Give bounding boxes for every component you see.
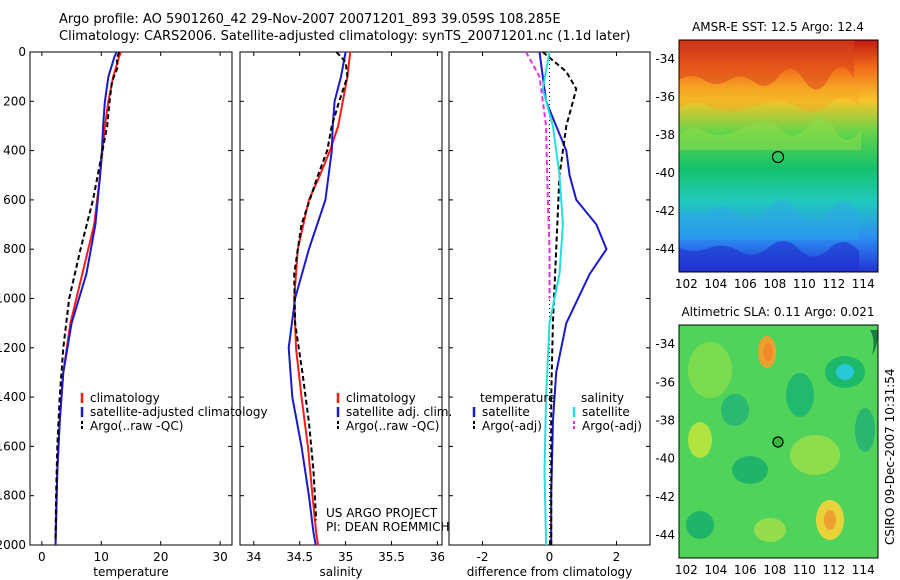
temperature-xtick-label: 30 — [212, 550, 227, 564]
legend-label-satellite: satellite adj. clim. — [346, 405, 452, 419]
sla-map-frame — [678, 324, 879, 559]
difference-xtick-label: 2 — [613, 550, 621, 564]
temperature-ytick-label: 1600 — [0, 439, 26, 453]
sla-map — [679, 325, 878, 558]
timestamp-label: CSIRO 09-Dec-2007 10:31:54 — [883, 368, 897, 545]
sst-map-ytick-label: -36 — [655, 90, 675, 104]
legend-label-satellite: satellite-adjusted climatology — [90, 405, 268, 419]
salinity-xlabel: salinity — [319, 565, 362, 579]
sst-map-ytick-label: -40 — [655, 166, 675, 180]
legend-header-temperature: temperature — [480, 391, 555, 405]
temperature-series-satellite-adjusted-climatology — [54, 51, 118, 546]
salinity-xtick-label: 36 — [430, 550, 445, 564]
legend-label-argo: Argo(..raw -QC) — [346, 419, 439, 433]
temperature-ytick-label: 1800 — [0, 489, 26, 503]
sla-map-ytick-label: -44 — [655, 528, 675, 542]
sst-map-xtick-label: 106 — [734, 277, 757, 291]
temperature-ytick-label: 1000 — [0, 292, 26, 306]
salinity-xtick-label: 34.5 — [286, 550, 313, 564]
sla-map-xtick-label: 114 — [852, 563, 875, 577]
temperature-ytick-label: 200 — [3, 94, 26, 108]
salinity-series-argo-raw-qc- — [293, 51, 349, 521]
temperature-ytick-label: 1200 — [0, 341, 26, 355]
pi-label: PI: DEAN ROEMMICH — [326, 520, 449, 534]
salinity-xtick-label: 34 — [246, 550, 261, 564]
sst-map-xtick-label: 108 — [763, 277, 786, 291]
sst-map-xtick-label: 104 — [704, 277, 727, 291]
salinity-legend: climatology satellite adj. clim. Argo(..… — [336, 391, 452, 433]
sla-map-xtick-label: 110 — [793, 563, 816, 577]
legend-label-temp-satellite: satellite — [482, 405, 530, 419]
sla-map-xtick-label: 102 — [675, 563, 698, 577]
plot-title-line1: Argo profile: AO 5901260_42 29-Nov-2007 … — [59, 12, 561, 27]
salinity-xtick-label: 35.5 — [378, 550, 405, 564]
sla-map-xtick-label: 108 — [763, 563, 786, 577]
difference-series-salinity-satellite — [541, 51, 564, 546]
temperature-ytick-label: 2000 — [0, 538, 26, 552]
temperature-ytick-label: 0 — [18, 45, 26, 59]
temperature-plot-area — [29, 51, 233, 546]
salinity-plot-area — [239, 51, 443, 546]
difference-series-salinity-argo-adj- — [525, 51, 551, 299]
legend-header-salinity: salinity — [581, 391, 624, 405]
legend-label-sal-satellite: satellite — [582, 405, 630, 419]
difference-series-temperature-satellite — [538, 51, 608, 545]
sla-map-ytick-label: -40 — [655, 452, 675, 466]
sla-map-xtick-label: 106 — [734, 563, 757, 577]
sst-map-ytick-label: -44 — [655, 242, 675, 256]
difference-xtick-label: -2 — [477, 550, 489, 564]
temperature-ytick-label: 600 — [3, 193, 26, 207]
temperature-ytick-label: 800 — [3, 242, 26, 256]
sst-map-xtick-label: 114 — [852, 277, 875, 291]
sst-map-xtick-label: 102 — [675, 277, 698, 291]
difference-xlabel: difference from climatology — [467, 565, 633, 579]
sst-map-ytick-label: -34 — [655, 52, 675, 66]
sla-map-ytick-label: -34 — [655, 337, 675, 351]
sla-map-ytick-label: -38 — [655, 413, 675, 427]
legend-label-climatology: climatology — [90, 391, 160, 405]
temperature-xtick-label: 20 — [153, 550, 168, 564]
salinity-xtick-label: 35 — [338, 550, 353, 564]
temperature-series-argo-raw-qc- — [54, 51, 121, 541]
sst-map — [679, 40, 878, 272]
difference-series-temperature-argo-adj- — [542, 51, 578, 545]
temperature-xlabel: temperature — [93, 565, 168, 579]
temperature-xtick-label: 10 — [94, 550, 109, 564]
temperature-ytick-label: 1400 — [0, 390, 26, 404]
difference-xtick-label: 0 — [546, 550, 554, 564]
sla-map-ytick-label: -36 — [655, 375, 675, 389]
sst-map-ytick-label: -38 — [655, 128, 675, 142]
temperature-xtick-label: 0 — [38, 550, 46, 564]
sst-map-xtick-label: 110 — [793, 277, 816, 291]
legend-label-climatology: climatology — [346, 391, 416, 405]
sla-map-xtick-label: 104 — [704, 563, 727, 577]
sst-map-frame — [678, 39, 879, 273]
temperature-legend: climatology satellite-adjusted climatolo… — [80, 391, 268, 433]
sla-map-ytick-label: -42 — [655, 490, 675, 504]
sla-map-xtick-label: 112 — [822, 563, 845, 577]
sst-map-ytick-label: -42 — [655, 204, 675, 218]
plot-title-line2: Climatology: CARS2006. Satellite-adjuste… — [59, 29, 631, 44]
sst-argo-marker — [771, 150, 785, 164]
sla-map-title: Altimetric SLA: 0.11 Argo: 0.021 — [681, 305, 874, 319]
temperature-ytick-label: 400 — [3, 144, 26, 158]
project-label: US ARGO PROJECT — [326, 506, 438, 520]
sst-map-xtick-label: 112 — [822, 277, 845, 291]
sst-map-title: AMSR-E SST: 12.5 Argo: 12.4 — [692, 20, 864, 34]
legend-label-sal-argo: Argo(-adj) — [582, 419, 642, 433]
difference-legend: temperature satellite Argo(-adj) salinit… — [472, 391, 642, 433]
legend-label-temp-argo: Argo(-adj) — [482, 419, 542, 433]
legend-label-argo: Argo(..raw -QC) — [90, 419, 183, 433]
sla-argo-marker — [772, 436, 784, 448]
